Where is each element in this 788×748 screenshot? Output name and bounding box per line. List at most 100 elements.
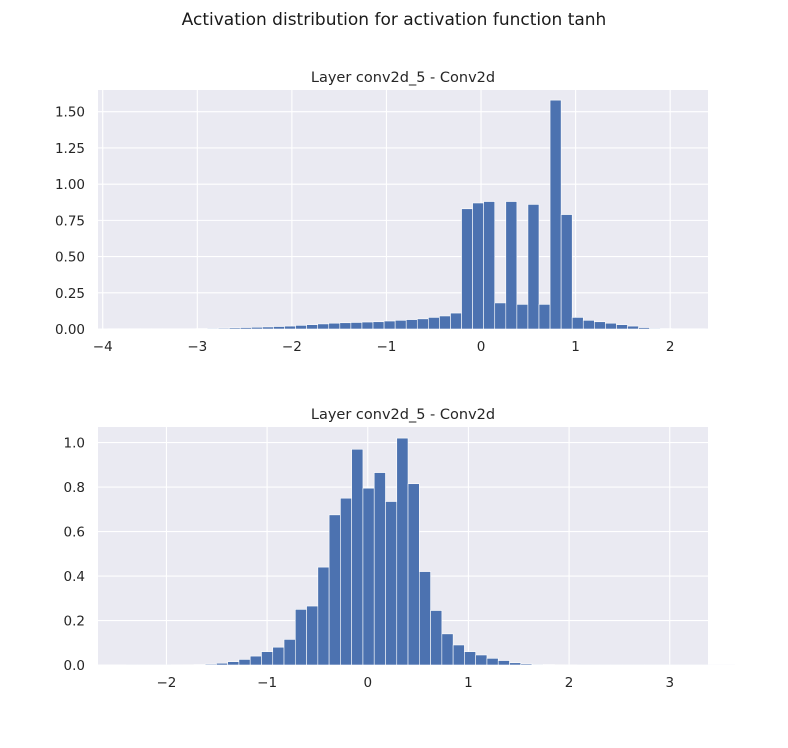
histogram-bar: [649, 327, 662, 330]
histogram-bar: [560, 214, 573, 330]
histogram-bar: [273, 326, 285, 330]
histogram-bar: [549, 99, 562, 330]
histogram-bar: [238, 659, 251, 666]
histogram-bar: [428, 317, 440, 330]
histogram-bar: [516, 304, 529, 330]
x-tick-label: −2: [156, 675, 176, 691]
histogram-bar: [206, 327, 219, 330]
histogram-bar: [262, 326, 274, 330]
histogram-bar: [251, 326, 263, 330]
plot-area: [98, 90, 708, 329]
histogram-bar: [505, 201, 518, 330]
histogram-bar: [407, 483, 420, 666]
histogram-bar: [351, 448, 364, 666]
histogram-bar: [284, 325, 296, 330]
x-tick-label: 1: [464, 675, 473, 691]
histogram-bar: [373, 472, 386, 666]
histogram-bar: [638, 327, 650, 330]
histogram-bar: [509, 662, 522, 666]
histogram-bar: [531, 664, 544, 666]
x-tick-label: 0: [477, 339, 486, 355]
x-tick-label: −2: [282, 339, 302, 355]
histogram-bar: [340, 497, 352, 666]
x-tick-label: 0: [363, 675, 372, 691]
histogram-bar: [383, 320, 396, 330]
histogram-bar: [317, 566, 330, 666]
y-tick-label: 0.25: [55, 286, 85, 302]
histogram-bar: [317, 323, 330, 330]
x-tick-label: 1: [571, 339, 580, 355]
y-tick-label: 0.8: [64, 480, 85, 496]
histogram-bar: [450, 312, 462, 330]
y-tick-label: 0.2: [64, 614, 85, 630]
y-tick-label: 1.25: [55, 141, 85, 157]
histogram-bar: [216, 662, 228, 666]
histogram-bar: [239, 327, 252, 330]
axes-title: Layer conv2d_5 - Conv2d: [311, 70, 495, 86]
histogram-bar: [497, 660, 510, 666]
x-tick-label: −1: [376, 339, 396, 355]
histogram-bar: [272, 646, 285, 666]
x-tick-label: −3: [187, 339, 207, 355]
histogram-bar: [538, 304, 551, 330]
chart-2: Layer conv2d_5 - Conv2d −2 −1 0 1 2 3 0.0 0.2 0.4…: [64, 407, 736, 691]
histogram-bar: [483, 201, 496, 330]
histogram-bar: [419, 571, 431, 666]
histogram-bar: [571, 317, 584, 330]
histogram-bar: [582, 320, 595, 330]
histogram-bar: [486, 658, 499, 666]
histogram-bar: [204, 663, 217, 666]
x-tick-label: −1: [257, 675, 277, 691]
histogram-bar: [441, 633, 454, 666]
histogram-bar: [594, 321, 606, 330]
y-tick-label: 1.50: [55, 105, 85, 121]
histogram-bar: [394, 320, 407, 330]
x-tick-label: 2: [666, 339, 675, 355]
histogram-bar: [372, 321, 385, 330]
histogram-bar: [283, 639, 296, 666]
histogram-bar: [416, 318, 429, 330]
histogram-bar: [362, 487, 375, 666]
y-tick-label: 0.6: [64, 525, 85, 541]
histogram-bar: [461, 208, 473, 330]
x-tick-label: −4: [93, 339, 113, 355]
x-tick-label: 2: [565, 675, 574, 691]
histogram-bar: [464, 651, 476, 666]
y-tick-label: 0.75: [55, 213, 85, 229]
histogram-bar: [430, 610, 443, 666]
x-tick-label: 3: [665, 675, 674, 691]
histogram-bar: [361, 321, 374, 330]
histogram-bar: [306, 605, 319, 666]
axes-title: Layer conv2d_5 - Conv2d: [311, 407, 495, 423]
histogram-bar: [217, 327, 230, 330]
chart-1: Layer conv2d_5 - Conv2d −4 −3 −2 −1 0 1 2 0.00 0.…: [55, 70, 708, 355]
histogram-bar: [520, 663, 533, 666]
y-tick-label: 0.00: [55, 322, 85, 338]
y-tick-label: 0.0: [64, 658, 85, 674]
histogram-bar: [227, 661, 240, 666]
y-tick-label: 0.50: [55, 250, 85, 266]
histogram-bar: [261, 651, 274, 666]
histogram-bar: [228, 327, 241, 330]
histogram-bar: [350, 322, 363, 330]
histogram-bar: [249, 655, 262, 666]
y-tick-label: 0.4: [64, 569, 85, 585]
histogram-bar: [616, 324, 628, 330]
y-tick-label: 1.0: [64, 436, 85, 452]
histogram-bar: [405, 319, 418, 330]
histogram-bar: [472, 202, 484, 330]
histogram-bar: [439, 315, 451, 330]
histogram-bar: [527, 204, 540, 330]
histogram-bar: [475, 654, 488, 666]
histogram-bar: [306, 324, 318, 330]
histogram-bar: [295, 325, 307, 330]
histogram-bar: [339, 322, 352, 330]
histogram-bar: [494, 302, 507, 330]
histogram-bar: [396, 437, 409, 666]
histogram-bar: [452, 644, 465, 666]
histogram-bar: [385, 501, 398, 666]
histogram-bar: [605, 322, 617, 330]
histogram-bar: [328, 514, 341, 666]
